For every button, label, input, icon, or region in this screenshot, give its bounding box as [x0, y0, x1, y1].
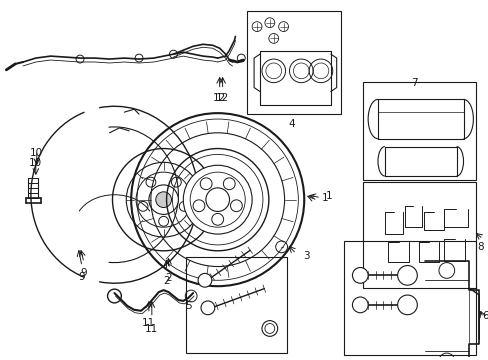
- Text: 7: 7: [410, 78, 417, 88]
- Circle shape: [397, 266, 416, 285]
- Text: 9: 9: [81, 269, 87, 279]
- Text: 3: 3: [303, 251, 309, 261]
- Text: 2: 2: [165, 273, 171, 283]
- Circle shape: [198, 273, 211, 287]
- Text: 2: 2: [163, 276, 169, 286]
- Text: 10: 10: [30, 148, 43, 158]
- Circle shape: [148, 185, 178, 215]
- Text: 12: 12: [213, 94, 226, 103]
- Circle shape: [397, 295, 416, 315]
- Text: 5: 5: [185, 301, 191, 311]
- Circle shape: [262, 321, 277, 336]
- Text: 8: 8: [476, 242, 483, 252]
- Bar: [247, 11, 340, 114]
- Text: 11: 11: [145, 324, 158, 334]
- Circle shape: [156, 192, 171, 207]
- Bar: [343, 241, 475, 355]
- Bar: [363, 182, 475, 288]
- Text: 9: 9: [79, 273, 85, 283]
- Text: 6: 6: [481, 311, 488, 321]
- Text: 10: 10: [29, 158, 42, 168]
- Circle shape: [352, 297, 367, 313]
- Bar: [363, 82, 475, 180]
- Text: 1: 1: [321, 193, 328, 203]
- Circle shape: [352, 267, 367, 283]
- Circle shape: [201, 301, 214, 315]
- Text: 4: 4: [287, 119, 294, 129]
- Circle shape: [183, 165, 252, 234]
- Bar: [186, 257, 286, 353]
- Text: 1: 1: [325, 191, 332, 201]
- Circle shape: [205, 188, 229, 211]
- Text: 12: 12: [216, 94, 229, 103]
- Text: 11: 11: [142, 318, 155, 328]
